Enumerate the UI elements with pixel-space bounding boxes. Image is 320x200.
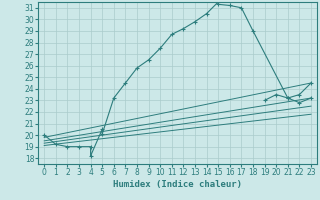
X-axis label: Humidex (Indice chaleur): Humidex (Indice chaleur) — [113, 180, 242, 189]
